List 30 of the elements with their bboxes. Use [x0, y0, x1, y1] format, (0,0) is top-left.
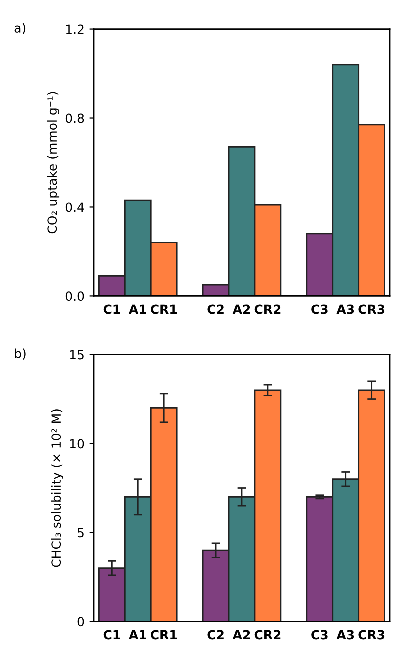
x-tick-label: C1: [104, 630, 120, 640]
y-tick-label: 5: [78, 528, 84, 538]
x-tick-label: C3: [312, 630, 328, 640]
x-tick-label: A3: [336, 304, 354, 314]
x-tick-label: A1: [129, 630, 146, 640]
x-tick-label: A1: [129, 304, 146, 314]
y-tick-label: 15: [70, 350, 84, 360]
y-tick-label: 0: [78, 617, 84, 627]
x-tick-label: CR3: [358, 304, 385, 314]
y-tick-label: 0.8: [66, 114, 84, 124]
y-tick-label: 0.0: [66, 292, 84, 302]
y-tick-label: 0.4: [66, 202, 84, 212]
x-tick-label: CR2: [254, 304, 281, 314]
x-tick-label: C3: [312, 304, 328, 314]
y-tick-label: 10: [70, 439, 84, 449]
x-tick-label: A2: [232, 630, 250, 640]
x-tick-label: CR1: [150, 630, 177, 640]
x-tick-label: A2: [232, 304, 250, 314]
x-tick-label: CR3: [358, 630, 385, 640]
x-tick-label: C2: [208, 630, 224, 640]
y-tick-label: 1.2: [66, 24, 84, 34]
y-axis-title: CO₂ uptake (mmol g⁻¹): [47, 92, 60, 234]
y-axis-title: CHCl₃ solubility (× 10² M): [51, 410, 64, 568]
x-tick-label: A3: [336, 630, 354, 640]
x-tick-label: C1: [104, 304, 120, 314]
x-tick-label: CR2: [254, 630, 281, 640]
x-tick-label: C2: [208, 304, 224, 314]
chart-title: b): [15, 348, 26, 360]
chart-title: a): [14, 23, 26, 34]
x-tick-label: CR1: [150, 304, 177, 314]
